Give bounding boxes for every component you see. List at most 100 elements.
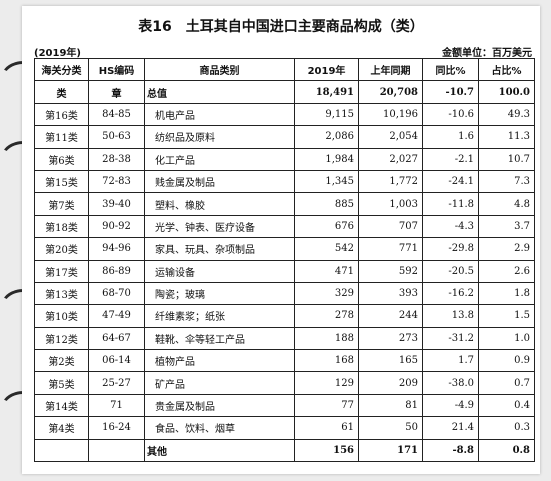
row-share: 100.0 [478, 80, 535, 104]
row-yoy: -11.8 [422, 192, 479, 216]
row-customs-class: 第2类 [34, 349, 89, 373]
table-row: 第12类 64-67 鞋靴、伞等轻工产品 188 273 -31.2 1.0 [34, 326, 535, 351]
row-hs-code: 84-85 [88, 102, 145, 127]
table-row: 第16类 84-85 机电产品 9,115 10,196 -10.6 49.3 [34, 102, 535, 127]
row-share: 1.5 [478, 304, 535, 328]
row-value-prev: 1,772 [358, 169, 423, 194]
header-customs-class: 海关分类 [34, 57, 89, 82]
row-value-2019: 471 [294, 259, 359, 283]
row-hs-code: 28-38 [88, 147, 145, 171]
row-hs-code: 90-92 [88, 214, 145, 239]
row-category: 纤维素浆；纸张 [144, 304, 295, 328]
row-value-2019: 168 [294, 349, 359, 373]
row-value-2019: 61 [294, 416, 359, 440]
row-share: 2.6 [478, 259, 535, 283]
row-category: 纺织品及原料 [144, 125, 295, 149]
header-yoy: 同比% [422, 57, 479, 82]
row-share: 1.8 [478, 281, 535, 306]
document-page: 表16 土耳其自中国进口主要商品构成（类） (2019年) 金额单位：百万美元 … [22, 6, 540, 474]
row-hs-code: 72-83 [88, 169, 145, 194]
table-row: 第17类 86-89 运输设备 471 592 -20.5 2.6 [34, 259, 535, 283]
row-yoy: -31.2 [422, 326, 479, 351]
row-value-2019: 329 [294, 281, 359, 306]
table-row: 第11类 50-63 纺织品及原料 2,086 2,054 1.6 11.3 [34, 125, 535, 149]
row-yoy: -29.8 [422, 237, 479, 261]
row-value-2019: 542 [294, 237, 359, 261]
row-value-prev: 165 [358, 349, 423, 373]
row-share: 11.3 [478, 125, 535, 149]
row-yoy: -24.1 [422, 169, 479, 194]
table-title: 表16 土耳其自中国进口主要商品构成（类） [138, 19, 424, 35]
header-prev-year: 上年同期 [358, 57, 423, 82]
row-customs-class: 第14类 [34, 393, 89, 418]
row-yoy: -2.1 [422, 147, 479, 171]
table-row: 第6类 28-38 化工产品 1,984 2,027 -2.1 10.7 [34, 147, 535, 171]
row-value-prev: 20,708 [358, 80, 423, 104]
row-category: 总值 [144, 80, 295, 104]
table-row: 第13类 68-70 陶瓷；玻璃 329 393 -16.2 1.8 [34, 281, 535, 306]
header-2019: 2019年 [294, 57, 359, 82]
row-value-prev: 1,003 [358, 192, 423, 216]
row-hs-code: 16-24 [88, 416, 145, 440]
row-share: 0.8 [478, 438, 535, 463]
row-customs-class: 第4类 [34, 416, 89, 440]
row-value-2019: 188 [294, 326, 359, 351]
row-value-prev: 81 [358, 393, 423, 418]
row-category: 鞋靴、伞等轻工产品 [144, 326, 295, 351]
table-row: 第5类 25-27 矿产品 129 209 -38.0 0.7 [34, 371, 535, 395]
row-customs-class: 第12类 [34, 326, 89, 351]
row-customs-class: 第17类 [34, 259, 89, 283]
row-category: 机电产品 [144, 102, 295, 127]
row-category: 矿产品 [144, 371, 295, 395]
row-hs-code: 章 [88, 80, 145, 104]
row-category: 植物产品 [144, 349, 295, 373]
row-share: 0.9 [478, 349, 535, 373]
row-hs-code: 71 [88, 393, 145, 418]
row-value-2019: 18,491 [294, 80, 359, 104]
row-value-2019: 2,086 [294, 125, 359, 149]
row-share: 7.3 [478, 169, 535, 194]
row-customs-class: 类 [34, 80, 89, 104]
table-row: 第2类 06-14 植物产品 168 165 1.7 0.9 [34, 349, 535, 373]
header-category: 商品类别 [144, 57, 295, 82]
table-row: 第4类 16-24 食品、饮料、烟草 61 50 21.4 0.3 [34, 416, 535, 440]
header-share: 占比% [478, 57, 535, 82]
year-note: (2019年) [34, 48, 81, 59]
row-value-2019: 885 [294, 192, 359, 216]
row-value-prev: 2,027 [358, 147, 423, 171]
row-share: 0.4 [478, 393, 535, 418]
row-category: 光学、钟表、医疗设备 [144, 214, 295, 239]
row-yoy: -10.6 [422, 102, 479, 127]
row-share: 49.3 [478, 102, 535, 127]
row-value-prev: 171 [358, 438, 423, 463]
row-value-prev: 2,054 [358, 125, 423, 149]
import-composition-table: 海关分类 HS编码 商品类别 2019年 上年同期 同比% 占比% 类章总值 18… [34, 57, 535, 463]
row-value-prev: 393 [358, 281, 423, 306]
table-row: 第10类 47-49 纤维素浆；纸张 278 244 13.8 1.5 [34, 304, 535, 328]
row-value-prev: 50 [358, 416, 423, 440]
row-customs-class: 第5类 [34, 371, 89, 395]
row-hs-code: 50-63 [88, 125, 145, 149]
table-row: 第18类 90-92 光学、钟表、医疗设备 676 707 -4.3 3.7 [34, 214, 535, 239]
row-customs-class: 第13类 [34, 281, 89, 306]
row-share: 0.3 [478, 416, 535, 440]
row-value-prev: 244 [358, 304, 423, 328]
header-hs-code: HS编码 [88, 57, 145, 82]
row-category: 其他 [144, 438, 295, 463]
row-customs-class: 第18类 [34, 214, 89, 239]
row-hs-code: 86-89 [88, 259, 145, 283]
row-category: 运输设备 [144, 259, 295, 283]
row-hs-code: 94-96 [88, 237, 145, 261]
row-customs-class: 第6类 [34, 147, 89, 171]
table-row: 第7类 39-40 塑料、橡胶 885 1,003 -11.8 4.8 [34, 192, 535, 216]
row-yoy: 1.7 [422, 349, 479, 373]
row-value-2019: 278 [294, 304, 359, 328]
header-row: 海关分类 HS编码 商品类别 2019年 上年同期 同比% 占比% [34, 57, 535, 82]
row-value-prev: 592 [358, 259, 423, 283]
row-value-prev: 771 [358, 237, 423, 261]
row-yoy: 21.4 [422, 416, 479, 440]
row-hs-code: 47-49 [88, 304, 145, 328]
row-yoy: -16.2 [422, 281, 479, 306]
row-customs-class: 第11类 [34, 125, 89, 149]
row-category: 贱金属及制品 [144, 169, 295, 194]
